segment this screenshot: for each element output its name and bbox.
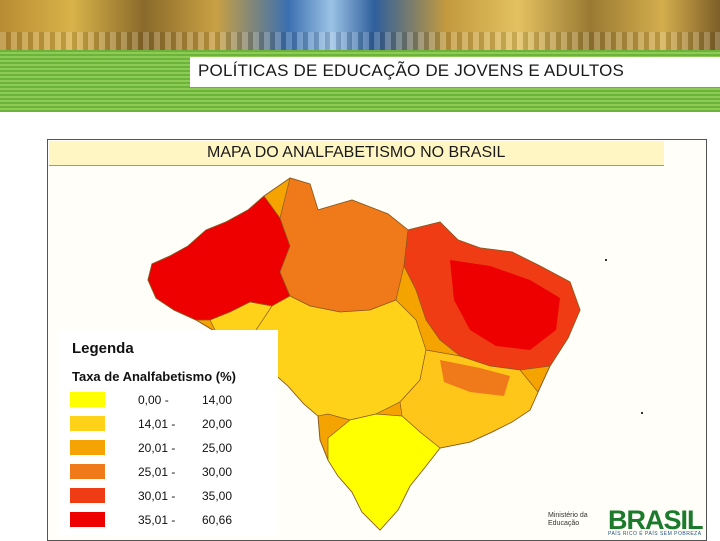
ministry-logo: Ministério da Educação — [548, 512, 588, 527]
legend-swatch — [70, 512, 105, 527]
banner-photo — [0, 0, 720, 50]
title-bar — [190, 57, 720, 87]
legend-low: 25,01 - — [138, 465, 176, 479]
region-para — [279, 177, 409, 313]
legend-high: 20,00 — [202, 417, 233, 431]
legend-subtitle: Taxa de Analfabetismo (%) — [72, 369, 236, 384]
legend-high: 30,00 — [202, 465, 233, 479]
legend-low: 0,00 - — [138, 393, 169, 407]
legend-low: 35,01 - — [138, 513, 176, 527]
legend-low: 30,01 - — [138, 489, 176, 503]
legend-high: 60,66 — [202, 513, 233, 527]
map-marker — [605, 259, 607, 261]
legend-high: 14,00 — [202, 393, 233, 407]
legend-swatch — [70, 464, 105, 479]
map-title-bar — [49, 141, 664, 166]
legend-swatch — [70, 416, 105, 431]
legend-low: 20,01 - — [138, 441, 176, 455]
brasil-tagline: PAÍS RICO É PAÍS SEM POBREZA — [608, 531, 702, 537]
map-marker — [641, 412, 643, 414]
region-amazonas — [147, 195, 291, 321]
region-nordeste-core — [450, 260, 560, 350]
slide-title: POLÍTICAS DE EDUCAÇÃO DE JOVENS E ADULTO… — [198, 61, 625, 80]
legend-low: 14,01 - — [138, 417, 176, 431]
legend-high: 35,00 — [202, 489, 233, 503]
map-legend — [58, 330, 278, 535]
legend-swatch — [70, 488, 105, 503]
legend-title: Legenda — [72, 340, 134, 357]
brasil-logo: BRASIL — [608, 505, 703, 535]
region-sul — [327, 413, 441, 531]
brazil-map — [147, 177, 581, 531]
legend-swatch — [70, 440, 105, 455]
map-title: MAPA DO ANALFABETISMO NO BRASIL — [207, 144, 506, 161]
legend-high: 25,00 — [202, 441, 233, 455]
header-banner — [0, 0, 720, 112]
region-minas-north — [440, 360, 510, 396]
legend-swatch — [70, 392, 105, 407]
